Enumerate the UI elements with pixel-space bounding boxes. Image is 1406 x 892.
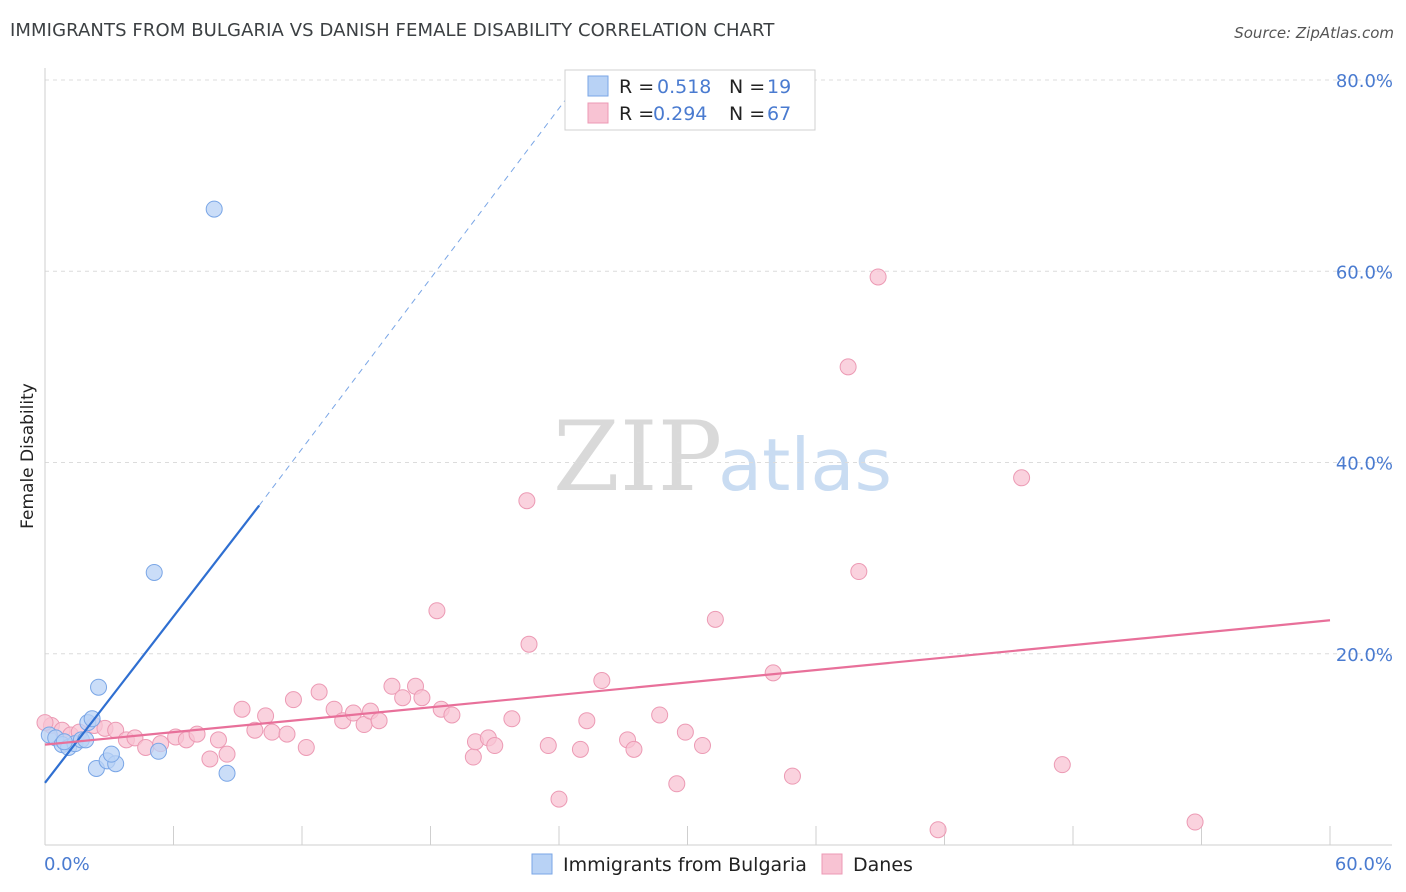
- danes-point: [233, 700, 251, 718]
- danes-trend-line: [44, 619, 1331, 746]
- danes-point: [370, 712, 388, 730]
- danes-point: [503, 710, 521, 728]
- danes-point: [263, 723, 281, 741]
- danes-point: [783, 767, 801, 785]
- legend-r-label-bulgaria: R =: [619, 76, 654, 98]
- danes-point: [1013, 469, 1031, 487]
- watermark-zip: ZIP: [553, 401, 722, 513]
- y-tick-label: 80.0%: [1336, 71, 1393, 92]
- legend-r-label-danes: R =: [619, 103, 654, 125]
- series-legend-swatch-bulgaria: [531, 853, 553, 875]
- danes-point: [593, 672, 611, 690]
- danes-point: [850, 563, 868, 581]
- danes-point: [571, 740, 589, 758]
- trend-lines: [44, 79, 1331, 784]
- danes-point: [668, 775, 686, 793]
- danes-point: [246, 721, 264, 739]
- danes-point: [257, 707, 275, 725]
- danes-point: [651, 706, 669, 724]
- danes-point: [550, 790, 568, 808]
- danes-point: [676, 723, 694, 741]
- legend-r-value-bulgaria: 0.518: [657, 76, 711, 98]
- legend-swatch-bulgaria: [587, 75, 609, 97]
- x-tick-label-max: 60.0%: [1335, 854, 1392, 875]
- bulgaria-trend-extension: [258, 79, 581, 506]
- legend-n-label-bulgaria: N =: [729, 76, 765, 98]
- bulgaria-trend-line: [44, 504, 261, 784]
- bulgaria-point: [218, 764, 236, 782]
- danes-point: [486, 737, 504, 755]
- danes-point: [284, 691, 302, 709]
- bulgaria-point: [83, 710, 101, 728]
- correlation-legend: R = 0.518 N = 19 R = 0.294 N = 67: [564, 69, 816, 131]
- gridlines: [45, 79, 1392, 655]
- danes-point: [706, 610, 724, 628]
- series-legend-swatch-danes: [821, 853, 843, 875]
- y-axis-title: Female Disability: [18, 383, 38, 529]
- danes-point: [297, 738, 315, 756]
- danes-point: [443, 706, 461, 724]
- chart-title: IMMIGRANTS FROM BULGARIA VS DANISH FEMAL…: [10, 20, 775, 41]
- danes-point: [929, 821, 947, 839]
- y-tick-labels: 20.0% 40.0% 60.0% 80.0%: [1336, 71, 1393, 666]
- bulgaria-point: [150, 742, 168, 760]
- danes-point: [383, 677, 401, 695]
- danes-point: [201, 750, 219, 768]
- bulgaria-point: [205, 200, 223, 218]
- legend-n-value-danes: 67: [767, 103, 791, 125]
- danes-point: [625, 740, 643, 758]
- danes-point: [518, 492, 536, 510]
- danes-point: [693, 737, 711, 755]
- x-axis-ticks: [44, 826, 1331, 845]
- danes-points: [36, 268, 1204, 839]
- danes-point: [209, 731, 227, 749]
- watermark-atlas: atlas: [718, 423, 892, 507]
- y-tick-label: 40.0%: [1336, 454, 1393, 475]
- legend-n-value-bulgaria: 19: [767, 76, 791, 98]
- series-legend: Immigrants from Bulgaria Danes: [531, 853, 913, 876]
- legend-n-label-danes: N =: [729, 103, 765, 125]
- legend-r-value-danes: 0.294: [653, 103, 707, 125]
- danes-point: [310, 683, 328, 701]
- danes-point: [218, 745, 236, 763]
- series-legend-label-danes: Danes: [853, 854, 913, 876]
- danes-point: [520, 635, 538, 653]
- bulgaria-point: [102, 745, 120, 763]
- series-legend-label-bulgaria: Immigrants from Bulgaria: [563, 854, 807, 876]
- danes-point: [1053, 756, 1071, 774]
- x-tick-label-min: 0.0%: [44, 854, 90, 875]
- bulgaria-point: [90, 678, 108, 696]
- danes-point: [394, 689, 412, 707]
- bulgaria-points: [40, 200, 236, 782]
- chart-source: Source: ZipAtlas.com: [1234, 24, 1394, 42]
- danes-point: [578, 712, 596, 730]
- danes-point: [428, 602, 446, 620]
- danes-point: [413, 689, 431, 707]
- danes-point: [126, 729, 144, 747]
- danes-point: [464, 748, 482, 766]
- danes-point: [869, 268, 887, 286]
- danes-point: [839, 358, 857, 376]
- bulgaria-point: [145, 563, 163, 581]
- legend-swatch-danes: [587, 102, 609, 124]
- y-tick-label: 20.0%: [1336, 645, 1393, 666]
- danes-point: [1186, 813, 1204, 831]
- y-tick-label: 60.0%: [1336, 262, 1393, 283]
- danes-point: [539, 737, 557, 755]
- danes-point: [278, 725, 296, 743]
